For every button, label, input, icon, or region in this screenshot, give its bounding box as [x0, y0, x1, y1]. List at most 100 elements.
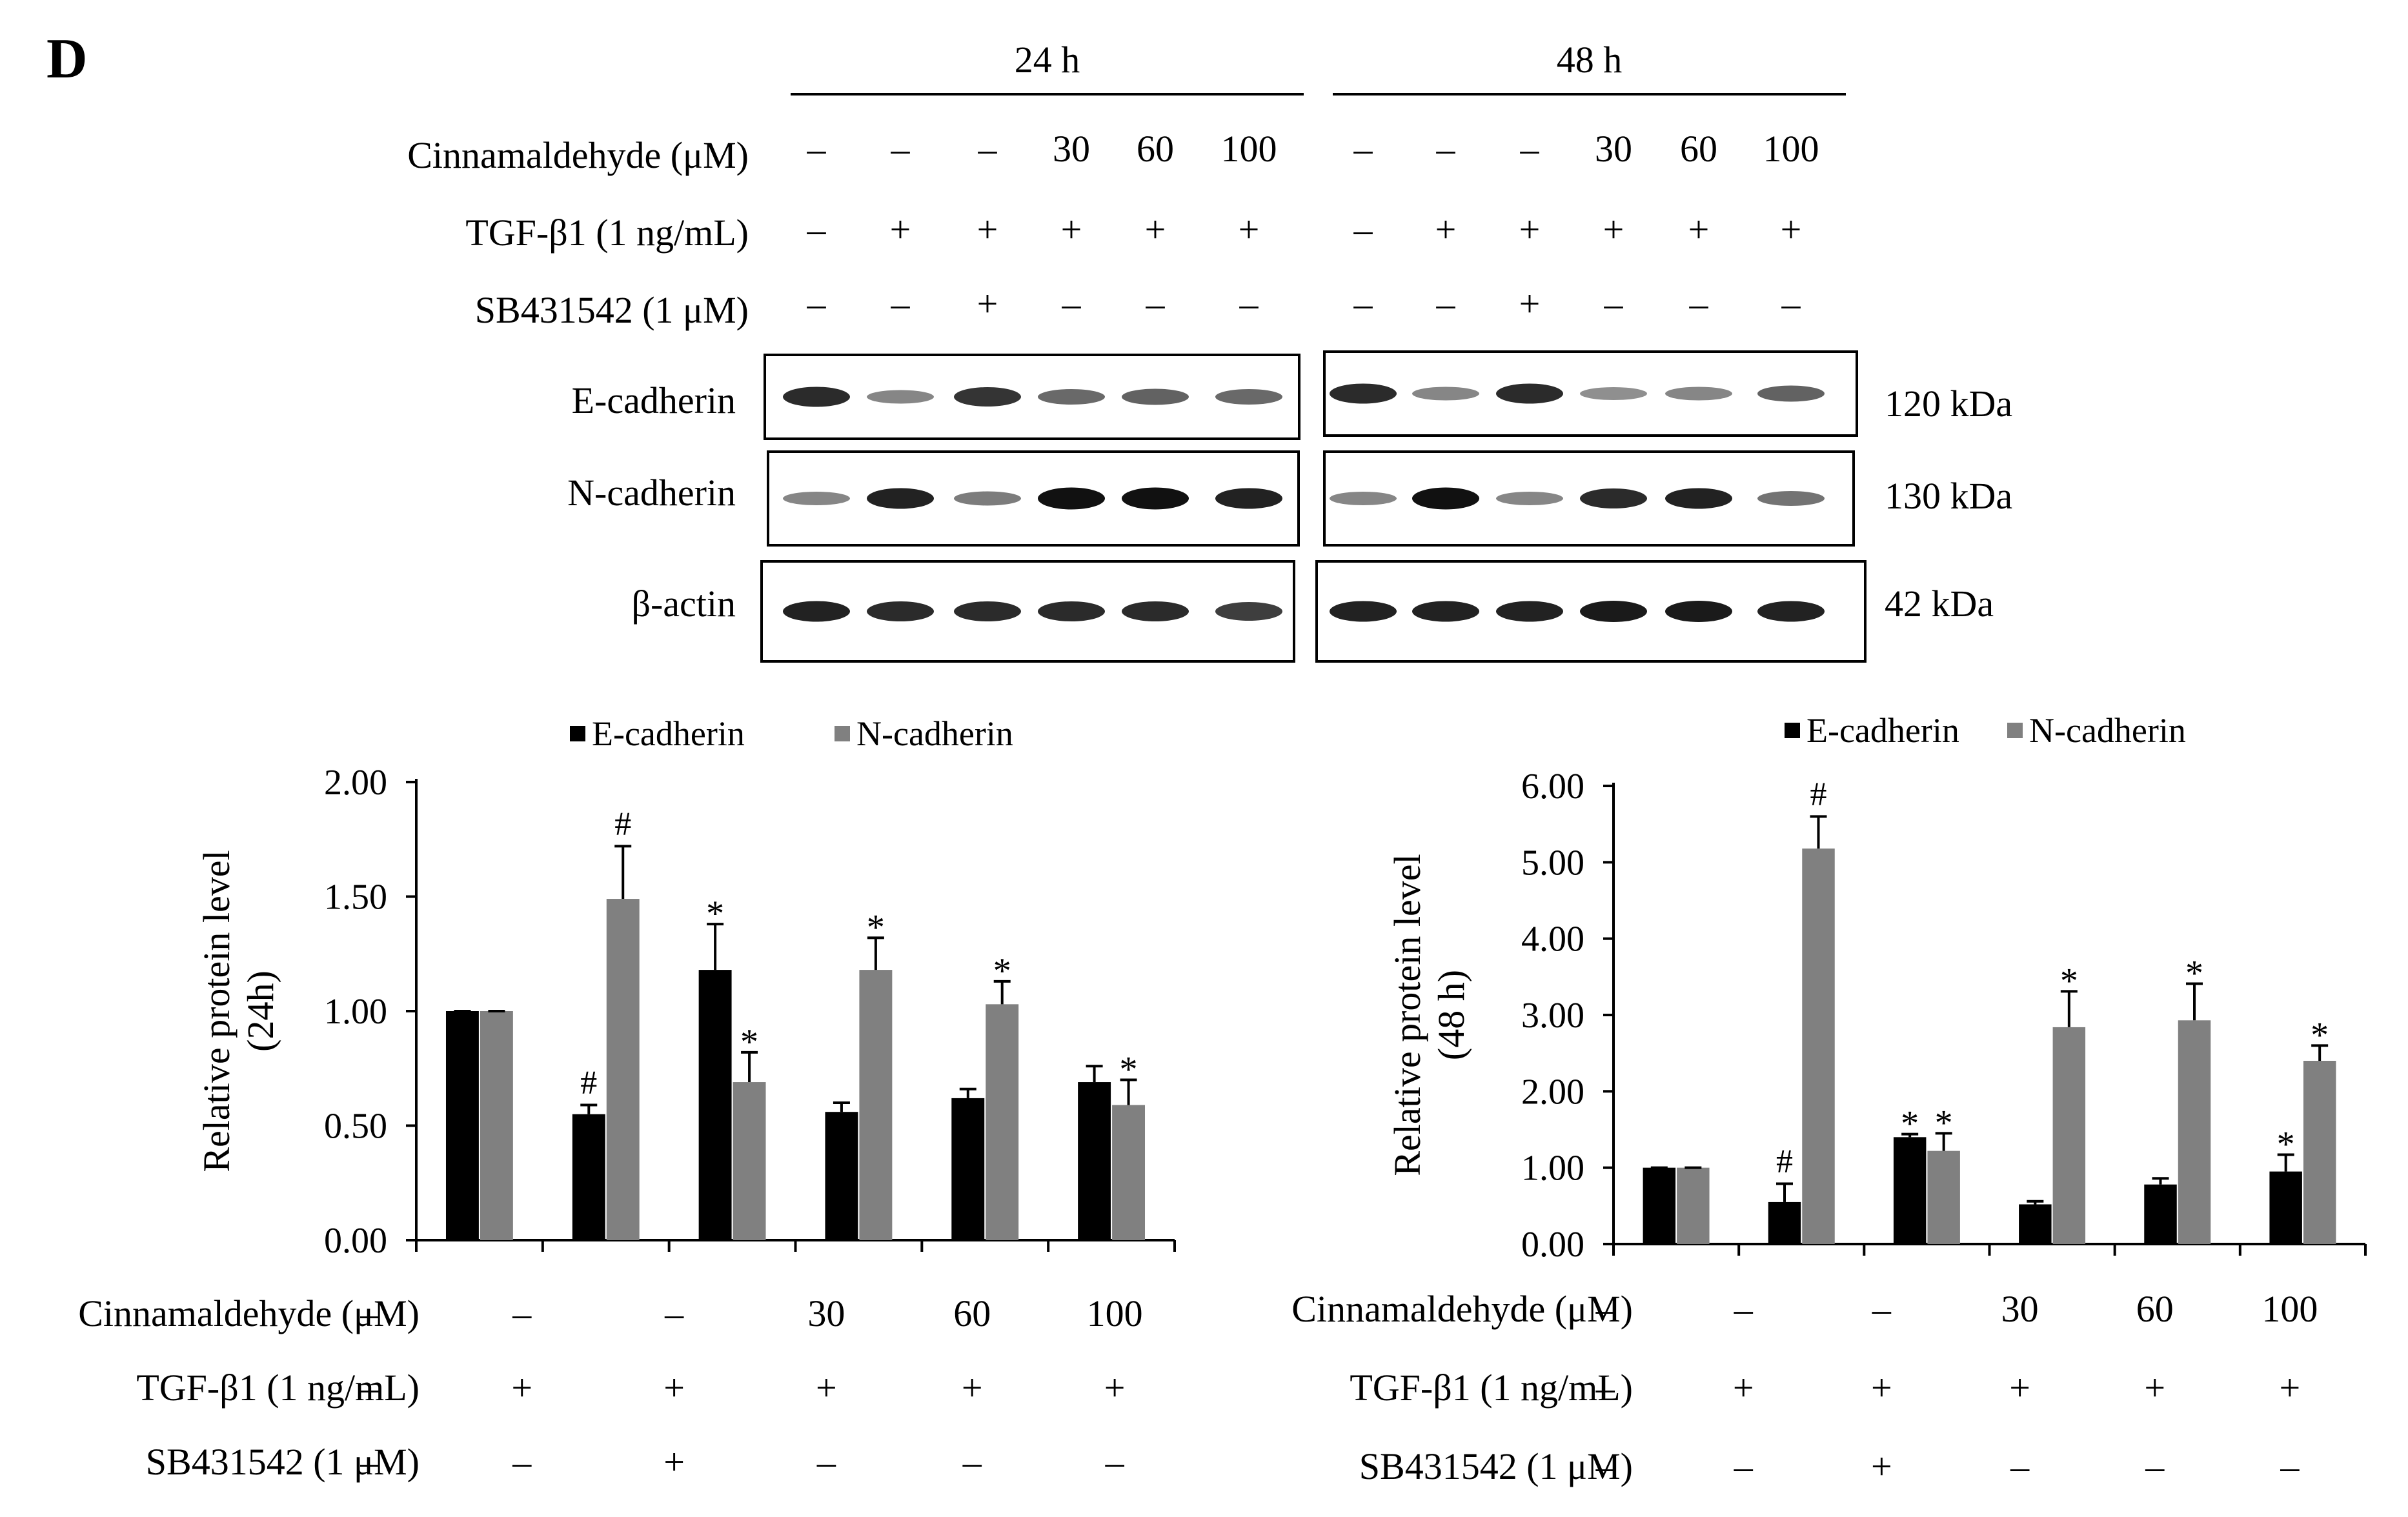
significance-mark-n-cadherin-2: # [1810, 776, 1827, 812]
row-value-tgf-1-1-ng-ml-2: + [511, 1367, 532, 1409]
row-value-cinnamaldehyde-m-3: – [664, 1292, 684, 1334]
band-actin-48h-lane-5 [1665, 601, 1732, 622]
band-n-cadherin-24h-lane-1 [783, 492, 850, 505]
blot-lane-tgf-3: + [977, 208, 998, 250]
row-value-tgf-1-1-ng-ml-3: + [1871, 1367, 1892, 1409]
blot-lane-sb-5: – [1146, 283, 1166, 325]
bar-n-cadherin-4 [859, 970, 893, 1240]
band-n-cadherin-24h-lane-6 [1215, 488, 1282, 509]
row-value-cinnamaldehyde-m-6: 100 [2261, 1288, 2318, 1330]
row-label-tgf-1-1-ng-ml: TGF-β1 (1 ng/mL) [1350, 1367, 1633, 1409]
protein-label-n-cadherin: N-cadherin [567, 472, 736, 514]
blot-lane-sb-3: + [1519, 283, 1541, 325]
legend-label-e-cadherin: E-cadherin [1806, 711, 1959, 750]
significance-mark-n-cadherin-4: * [867, 907, 885, 947]
blot-lane-tgf-4: + [1603, 208, 1624, 250]
bar-n-cadherin-6 [2303, 1061, 2336, 1244]
band-n-cadherin-24h-lane-2 [867, 488, 934, 509]
blot-lane-sb-3: + [977, 283, 998, 325]
row-value-sb431542-1-m-1: – [359, 1441, 379, 1483]
blot-lane-tgf-6: + [1239, 208, 1260, 250]
blot-lane-tgf-2: + [890, 208, 911, 250]
blot-lane-tgf-2: + [1435, 208, 1457, 250]
blot-lane-tgf-6: + [1781, 208, 1802, 250]
y-tick-label: 2.00 [1521, 1072, 1584, 1112]
bar-chart-48h: 0.00 1.00 2.00 3.00 4.00 5.00 6.00 Relative pro… [1291, 711, 2367, 1487]
bar-e-cadherin-5 [2144, 1184, 2177, 1244]
blot-lane-tgf-5: + [1688, 208, 1710, 250]
legend-swatch-n-cadherin [2007, 723, 2023, 738]
band-actin-24h-lane-5 [1122, 601, 1189, 621]
blot-lane-sb-4: – [1062, 283, 1082, 325]
row-value-tgf-1-1-ng-ml-4: + [2009, 1367, 2030, 1409]
y-tick-label: 2.00 [324, 763, 387, 803]
row-value-tgf-1-1-ng-ml-6: + [1104, 1367, 1126, 1409]
western-blot: 24 h – – – 30 60 100 – + + + + + – – + – – – 48 h – – – 30 60 100… [407, 39, 2012, 663]
y-axis-label-line-2: (24h) [239, 970, 281, 1052]
size-label-e-cadherin: 120 kDa [1885, 383, 2012, 425]
blot-lane-sb-5: – [1689, 283, 1709, 325]
significance-mark-e-cadherin-2: # [580, 1065, 597, 1101]
blot-lane-cinnamaldehyde-1: – [807, 128, 827, 170]
bar-n-cadherin-1 [1677, 1167, 1710, 1244]
row-value-cinnamaldehyde-m-1: – [1595, 1288, 1615, 1330]
time-label-48-h: 48 h [1557, 39, 1623, 81]
y-tick-label: 1.00 [324, 992, 387, 1032]
blot-lane-cinnamaldehyde-4: 30 [1595, 128, 1632, 170]
row-value-cinnamaldehyde-m-2: – [512, 1292, 532, 1334]
blot-row-label-sb: SB431542 (1 μM) [475, 289, 749, 331]
row-value-cinnamaldehyde-m-4: 30 [807, 1292, 845, 1334]
bar-e-cadherin-2 [1768, 1201, 1801, 1244]
row-value-tgf-1-1-ng-ml-5: + [2144, 1367, 2165, 1409]
bar-e-cadherin-6 [2269, 1171, 2302, 1244]
blot-lane-cinnamaldehyde-5: 60 [1680, 128, 1717, 170]
blot-row-label-cinnamaldehyde: Cinnamaldehyde (μM) [407, 134, 749, 176]
row-value-sb431542-1-m-3: + [663, 1441, 685, 1483]
y-tick-label: 0.50 [324, 1107, 387, 1147]
bar-e-cadherin-3 [698, 970, 732, 1240]
bar-n-cadherin-5 [2178, 1020, 2211, 1244]
row-value-tgf-1-1-ng-ml-2: + [1733, 1367, 1754, 1409]
significance-mark-n-cadherin-6: * [2311, 1015, 2329, 1055]
y-axis-label-line-2: (48 h) [1430, 970, 1472, 1060]
significance-mark-n-cadherin-2: # [614, 805, 631, 842]
size-label-actin: 42 kDa [1885, 583, 1994, 625]
significance-mark-n-cadherin-6: * [1120, 1050, 1138, 1090]
band-e-cadherin-48h-lane-3 [1496, 383, 1563, 404]
band-e-cadherin-48h-lane-4 [1580, 387, 1647, 400]
legend-label-n-cadherin: N-cadherin [856, 714, 1013, 753]
bar-n-cadherin-4 [2052, 1027, 2086, 1244]
band-n-cadherin-48h-lane-1 [1330, 492, 1397, 505]
significance-mark-e-cadherin-3: * [1901, 1104, 1919, 1144]
size-label-n-cadherin: 130 kDa [1885, 475, 2012, 517]
band-actin-24h-lane-2 [867, 601, 934, 621]
row-label-cinnamaldehyde-m: Cinnamaldehyde (μM) [1291, 1288, 1633, 1330]
bar-e-cadherin-6 [1078, 1082, 1111, 1240]
significance-mark-e-cadherin-6: * [2277, 1125, 2295, 1165]
band-actin-24h-lane-3 [954, 601, 1021, 621]
row-value-sb431542-1-m-1: – [1595, 1445, 1615, 1487]
row-value-sb431542-1-m-2: – [1734, 1445, 1754, 1487]
row-value-tgf-1-1-ng-ml-3: + [663, 1367, 685, 1409]
row-value-sb431542-1-m-3: + [1871, 1445, 1892, 1487]
bar-n-cadherin-2 [606, 899, 640, 1240]
band-actin-48h-lane-2 [1412, 601, 1479, 622]
row-value-cinnamaldehyde-m-6: 100 [1087, 1292, 1143, 1334]
panel-label: D [46, 28, 88, 90]
bar-n-cadherin-5 [986, 1004, 1019, 1240]
bar-e-cadherin-2 [572, 1114, 605, 1240]
blot-lane-tgf-3: + [1519, 208, 1541, 250]
row-label-sb431542-1-m: SB431542 (1 μM) [146, 1441, 420, 1483]
significance-mark-n-cadherin-3: * [1935, 1103, 1953, 1143]
significance-mark-n-cadherin-5: * [2185, 953, 2203, 993]
band-n-cadherin-24h-lane-4 [1038, 487, 1105, 510]
row-value-sb431542-1-m-6: – [2280, 1445, 2300, 1487]
legend-label-e-cadherin: E-cadherin [592, 714, 745, 753]
row-value-cinnamaldehyde-m-2: – [1734, 1288, 1754, 1330]
legend-swatch-e-cadherin [1785, 723, 1800, 738]
significance-mark-e-cadherin-3: * [706, 894, 724, 934]
band-n-cadherin-48h-lane-5 [1665, 488, 1732, 509]
blot-lane-tgf-1: – [1353, 208, 1373, 250]
bar-n-cadherin-6 [1112, 1105, 1146, 1240]
